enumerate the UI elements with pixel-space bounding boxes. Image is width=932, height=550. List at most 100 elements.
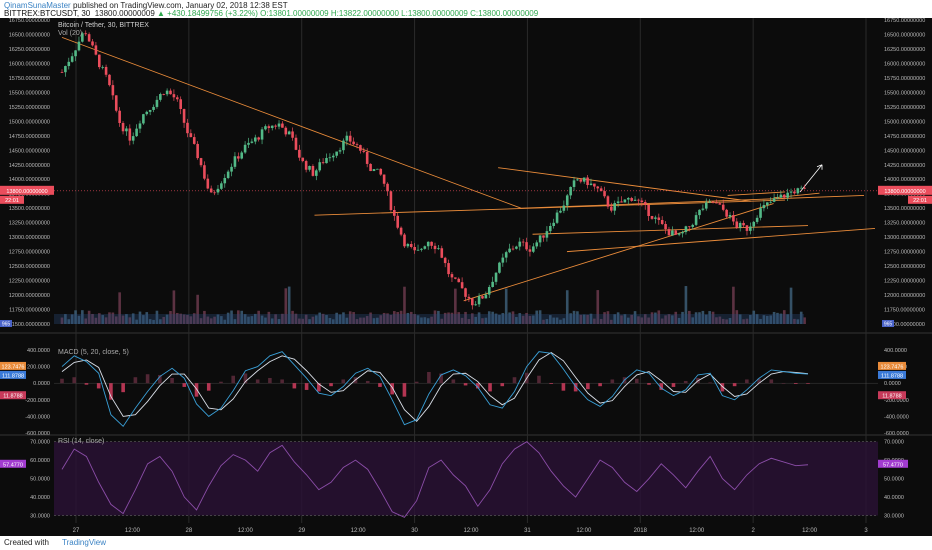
price-tick-right: 16500.00000000 <box>884 32 925 38</box>
volume-bar <box>704 314 708 324</box>
trend-line <box>463 203 774 302</box>
last-price-tag-left-timer <box>0 195 24 204</box>
candle-body <box>196 143 199 159</box>
candle-body <box>701 208 705 210</box>
candle-body <box>552 222 555 226</box>
time-tick: 12:00 <box>576 528 592 534</box>
candle-body <box>365 151 369 164</box>
macd-histogram-bar <box>133 377 138 384</box>
candle-body <box>369 163 372 172</box>
volume-bar <box>454 288 457 324</box>
volume-bar <box>345 317 349 324</box>
symbol-label: BITTREX:BTCUSDT, 30 <box>4 9 91 18</box>
volume-bar <box>237 310 240 324</box>
volume-bar <box>762 315 766 324</box>
rsi-tick-left: 40.0000 <box>30 495 50 501</box>
candle-body <box>630 198 633 201</box>
volume-bar <box>518 313 522 324</box>
volume-bar <box>498 314 501 324</box>
candle-body <box>423 246 427 249</box>
volume-bar <box>413 314 416 324</box>
volume-bar <box>77 315 81 324</box>
candle-body <box>253 137 257 142</box>
candle-body <box>769 201 772 203</box>
candle-body <box>603 191 606 197</box>
main-title: Bitcoin / Tether, 30, BITTREX <box>58 22 149 29</box>
macd-tick-left: 200.0000 <box>27 365 50 371</box>
rsi-tick-right: 40.0000 <box>884 495 904 501</box>
volume-bar <box>111 312 115 324</box>
price-tick-left: 13250.00000000 <box>9 221 50 227</box>
time-tick: 30 <box>411 528 418 534</box>
candle-body <box>240 152 244 159</box>
price-tick-right: 12500.00000000 <box>884 264 925 270</box>
volume-bar <box>186 314 189 324</box>
price-axes: 16750.00000000 16750.00000000 16500.000000… <box>0 18 932 519</box>
candle-body <box>430 241 433 246</box>
chart-area[interactable]: 16750.00000000 16750.00000000 16500.000000… <box>0 18 932 536</box>
candle-body <box>213 192 216 194</box>
volume-bar <box>365 316 369 324</box>
candle-body <box>318 162 322 171</box>
candle-body <box>610 206 613 211</box>
volume-bar <box>545 319 549 324</box>
candle-body <box>637 199 640 201</box>
volume-bar <box>233 319 237 324</box>
volume-bar <box>657 310 661 324</box>
candle-body <box>108 74 111 86</box>
signal-value-tag-text: 111.8788 <box>881 373 903 379</box>
volume-bar <box>308 319 311 324</box>
volume-bar <box>664 315 667 324</box>
volume-bar <box>511 311 515 324</box>
macd-value-tag-text: 123.7476 <box>881 364 904 370</box>
volume-bar <box>647 317 650 324</box>
volume-bar <box>376 317 379 324</box>
candle-body <box>501 257 505 263</box>
volume-tag-right-text: 965 <box>884 322 893 328</box>
volume-bar <box>175 312 179 324</box>
volume-bar <box>738 314 742 324</box>
volume-bar <box>471 313 474 324</box>
candle-body <box>671 230 674 236</box>
rsi-band <box>54 441 878 516</box>
candle-body <box>182 109 186 123</box>
volume-bar <box>318 312 322 324</box>
macd-histogram-bar <box>243 373 248 384</box>
candle-body <box>674 230 678 235</box>
volume-bar <box>698 312 701 324</box>
volume-bar <box>338 314 342 324</box>
candle-body <box>223 177 227 184</box>
candle-body <box>732 215 735 222</box>
candle-body <box>688 226 691 228</box>
volume-bar <box>108 312 111 324</box>
candle-body <box>416 249 420 251</box>
volume-bar <box>508 312 511 324</box>
macd-tick-right: -400.0000 <box>884 414 909 420</box>
volume-bar <box>260 315 264 324</box>
last-price-tag-left <box>0 185 54 195</box>
time-tick: 12:00 <box>463 528 479 534</box>
volume-bar <box>206 316 210 324</box>
volume-bar <box>192 313 196 324</box>
volume-bar <box>189 316 193 324</box>
candle-body <box>471 298 474 306</box>
tradingview-logo[interactable]: TradingView <box>62 538 107 547</box>
candle-body <box>640 200 644 203</box>
volume-bar <box>230 310 233 324</box>
macd-histogram-bar <box>561 383 566 391</box>
volume-bar <box>311 316 315 324</box>
macd-tick-right: -200.0000 <box>884 398 909 404</box>
candle-body <box>250 141 254 143</box>
volume-bar <box>749 315 752 324</box>
author-link[interactable]: QinamSunaMaster <box>4 1 71 10</box>
candle-body <box>393 210 396 216</box>
candle-body <box>586 177 589 186</box>
volume-bar <box>220 316 223 324</box>
volume-bar <box>752 310 756 324</box>
candle-body <box>165 90 169 95</box>
volume-bar <box>291 310 294 324</box>
macd-pane <box>54 351 878 428</box>
candle-body <box>694 215 698 225</box>
price-tick-left: 16250.00000000 <box>9 47 50 53</box>
volume-bar <box>159 319 162 324</box>
